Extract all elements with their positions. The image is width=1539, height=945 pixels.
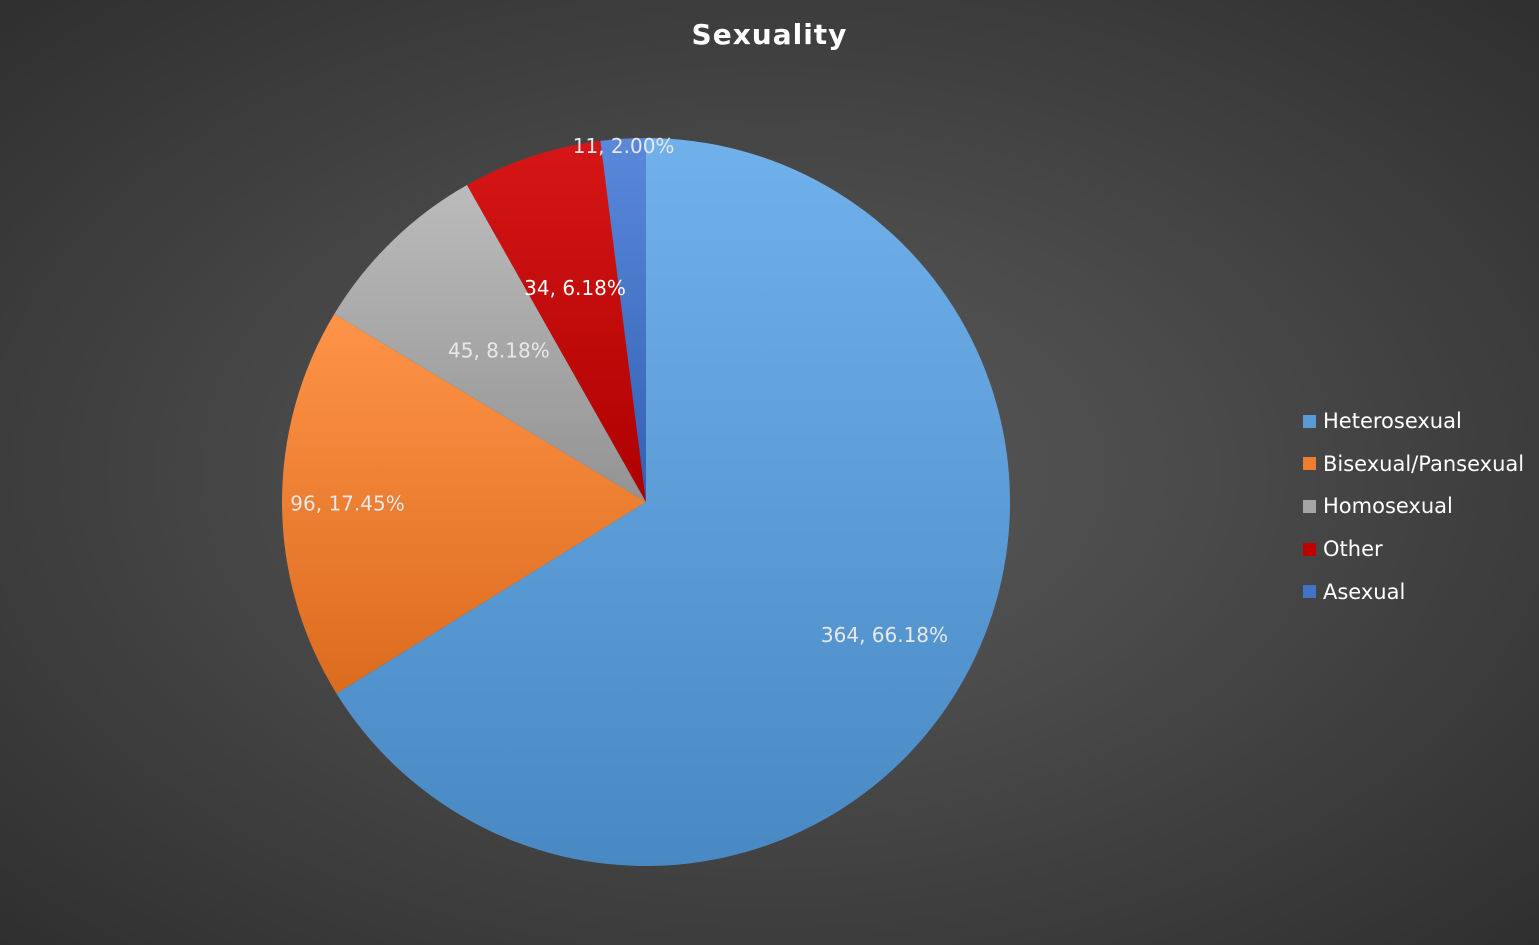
data-label-heterosexual: 364, 66.18%: [821, 623, 948, 647]
legend-label: Asexual: [1323, 579, 1406, 604]
pie-slice-other: [467, 140, 646, 503]
legend-label: Heterosexual: [1323, 409, 1462, 434]
chart-legend: Heterosexual Bisexual/Pansexual Homosexual…: [1303, 400, 1524, 613]
legend-item-other: Other: [1303, 528, 1524, 571]
pie-slice-homosexual: [334, 185, 646, 502]
legend-label: Other: [1323, 537, 1383, 562]
data-label-homosexual: 45, 8.18%: [448, 339, 550, 363]
legend-item-asexual: Asexual: [1303, 570, 1524, 613]
chart-title: Sexuality: [691, 18, 848, 51]
legend-swatch: [1303, 585, 1316, 599]
legend-swatch: [1303, 542, 1316, 556]
legend-label: Homosexual: [1323, 494, 1453, 519]
legend-item-homosexual: Homosexual: [1303, 485, 1524, 528]
legend-label: Bisexual/Pansexual: [1323, 451, 1525, 476]
data-label-other: 34, 6.18%: [524, 276, 626, 300]
data-label-bisexual-pansexual: 96, 17.45%: [290, 492, 404, 516]
data-label-asexual: 11, 2.00%: [573, 134, 675, 158]
pie-slice-asexual: [600, 138, 646, 502]
legend-swatch: [1303, 414, 1316, 428]
pie-slice-heterosexual: [336, 138, 1010, 866]
legend-item-bisexual-pansexual: Bisexual/Pansexual: [1303, 443, 1524, 486]
legend-swatch: [1303, 499, 1316, 513]
pie-slice-bisexual-pansexual: [282, 314, 646, 694]
legend-item-heterosexual: Heterosexual: [1303, 400, 1524, 443]
legend-swatch: [1303, 457, 1316, 471]
